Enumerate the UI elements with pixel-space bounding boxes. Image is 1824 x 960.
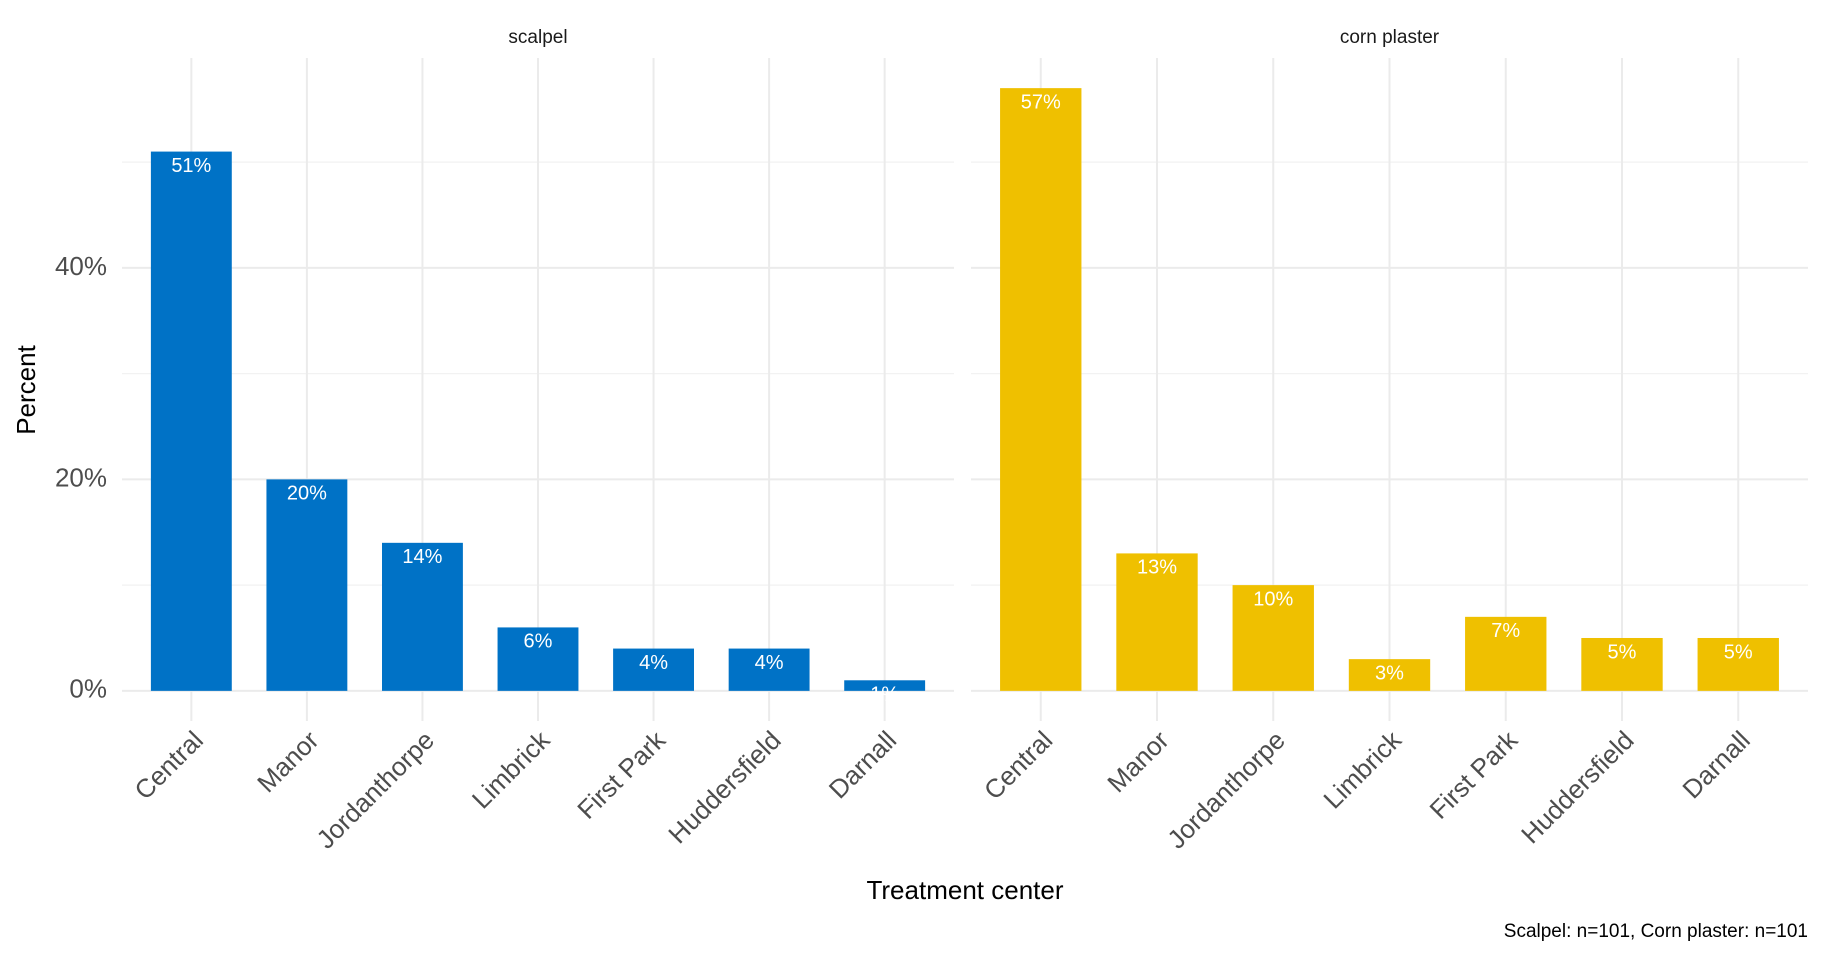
bar bbox=[150, 151, 232, 691]
bar bbox=[266, 479, 348, 691]
facet-title: scalpel bbox=[508, 27, 567, 48]
x-tick-label: Central bbox=[978, 725, 1058, 805]
bar bbox=[497, 627, 579, 691]
x-tick-label: Manor bbox=[251, 725, 325, 799]
x-tick-label: Darnall bbox=[823, 725, 902, 804]
x-tick-label: Huddersfield bbox=[662, 725, 786, 849]
data-label: 5% bbox=[1608, 641, 1637, 663]
bar bbox=[1697, 637, 1779, 691]
x-tick-label: Jordanthorpe bbox=[1161, 725, 1291, 855]
caption: Scalpel: n=101, Corn plaster: n=101 bbox=[1504, 921, 1808, 942]
data-label: 5% bbox=[1724, 641, 1753, 663]
bar bbox=[1581, 637, 1663, 691]
y-tick-label: 40% bbox=[55, 251, 107, 281]
bar bbox=[1348, 659, 1431, 691]
x-tick-label: Limbrick bbox=[466, 724, 556, 814]
x-tick-label: Manor bbox=[1101, 725, 1175, 799]
y-tick-label: 0% bbox=[69, 674, 107, 704]
data-label: 51% bbox=[171, 155, 211, 177]
x-tick-label: First Park bbox=[571, 724, 672, 825]
x-tick-label: Limbrick bbox=[1317, 724, 1407, 814]
bar bbox=[613, 648, 694, 691]
bar bbox=[844, 680, 926, 691]
bar bbox=[382, 542, 463, 691]
x-axis-title: Treatment center bbox=[866, 875, 1063, 905]
data-label: 6% bbox=[524, 631, 553, 653]
bar bbox=[1465, 616, 1547, 691]
data-label: 10% bbox=[1253, 588, 1293, 610]
y-axis-title: Percent bbox=[11, 344, 41, 434]
data-label: 4% bbox=[755, 652, 784, 674]
x-tick-label: Jordanthorpe bbox=[310, 725, 440, 855]
data-label: 3% bbox=[1375, 662, 1404, 684]
data-label: 1% bbox=[870, 684, 899, 706]
bar bbox=[1000, 88, 1082, 691]
x-tick-label: Huddersfield bbox=[1515, 725, 1639, 849]
bar bbox=[1116, 553, 1198, 691]
x-tick-label: Central bbox=[128, 725, 208, 805]
facet-title: corn plaster bbox=[1340, 27, 1440, 48]
y-tick-label: 20% bbox=[55, 462, 107, 492]
data-label: 7% bbox=[1491, 620, 1520, 642]
data-label: 13% bbox=[1137, 557, 1177, 579]
bar bbox=[1232, 585, 1314, 691]
data-label: 57% bbox=[1021, 91, 1061, 113]
data-label: 4% bbox=[639, 652, 668, 674]
bar bbox=[728, 648, 810, 691]
data-label: 14% bbox=[402, 546, 442, 568]
x-tick-label: First Park bbox=[1423, 724, 1524, 825]
data-label: 20% bbox=[287, 483, 327, 505]
x-tick-label: Darnall bbox=[1676, 725, 1755, 804]
